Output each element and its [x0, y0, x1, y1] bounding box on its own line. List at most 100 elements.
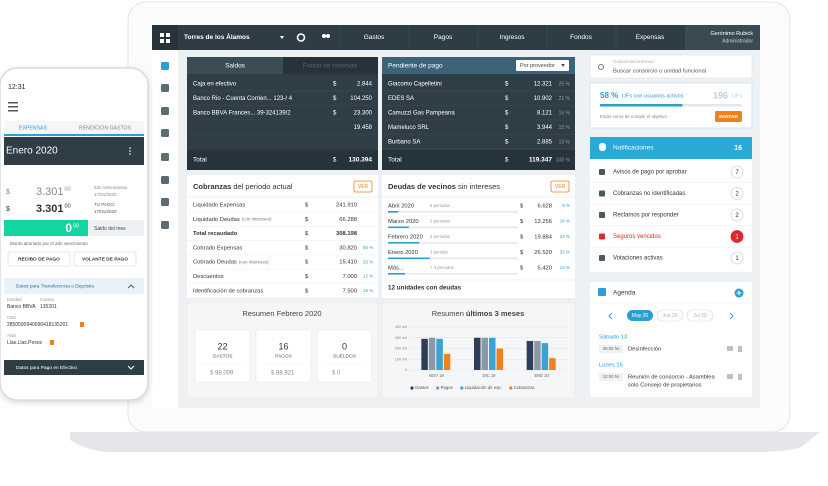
- pct: 8 %: [562, 203, 570, 208]
- item-icon: [599, 169, 605, 175]
- month-pill[interactable]: [656, 309, 684, 322]
- uf-hint: Estás cerca de cumplir el objetivo: [600, 114, 668, 119]
- periods: 3 periodos: [430, 234, 450, 239]
- tab[interactable]: [283, 57, 378, 74]
- search-box[interactable]: [589, 54, 753, 79]
- amount: 2.885: [537, 140, 553, 146]
- label: 17/01/2020: [94, 192, 117, 197]
- building-select[interactable]: Torres de los Álamos: [184, 32, 250, 41]
- chevron: [127, 365, 135, 370]
- panel-title: Notificaciones: [613, 145, 654, 152]
- notification-label[interactable]: Seguros vencidos: [613, 234, 661, 240]
- label: $: [520, 250, 524, 256]
- month-label[interactable]: May 20: [632, 313, 649, 319]
- button-label[interactable]: VER: [358, 184, 369, 190]
- label: 2do Vencimiento: [94, 185, 128, 190]
- button-label[interactable]: VOLANTE DE PAGO: [82, 256, 128, 262]
- bell-icon: [599, 143, 606, 151]
- periods: 5 periodos: [430, 203, 450, 208]
- user-box[interactable]: [685, 25, 760, 50]
- phone-button[interactable]: [7, 251, 71, 267]
- bar: [549, 358, 556, 370]
- notification-label[interactable]: Avisos de pago por aprobar: [613, 170, 687, 176]
- tab-label[interactable]: Fondo de reservas: [303, 63, 358, 70]
- phone-button[interactable]: [73, 251, 137, 267]
- nav-item[interactable]: Ingresos: [500, 34, 526, 41]
- bar: [541, 343, 549, 370]
- filter-select[interactable]: [516, 60, 569, 71]
- tab-label[interactable]: Saldos: [225, 63, 246, 70]
- y-tick-label: 300 mil: [395, 336, 407, 340]
- amount: 3.944: [537, 125, 553, 131]
- uf-text: UFs con usuarios activos: [622, 93, 684, 99]
- amount: 5.420: [537, 266, 552, 272]
- periods: + 4 periodos: [430, 265, 454, 270]
- sidebar-icon[interactable]: [161, 221, 169, 229]
- sidebar-icon[interactable]: [161, 176, 169, 184]
- tab-label[interactable]: EXPENSAS: [19, 125, 48, 131]
- legend-swatch: [509, 386, 513, 390]
- event-icon: [738, 374, 742, 380]
- sidebar-icon[interactable]: [161, 107, 169, 115]
- nav-item[interactable]: Fondos: [570, 34, 592, 41]
- prev-arrow: [608, 312, 613, 320]
- sidebar-icon[interactable]: [161, 198, 169, 206]
- event-icon: [727, 374, 733, 379]
- count: 16: [734, 145, 742, 152]
- notification-label[interactable]: Reclamos por responder: [613, 213, 679, 219]
- menu-button[interactable]: [152, 25, 178, 50]
- label: Total recaudado: [193, 231, 238, 237]
- nav-item[interactable]: Gastos: [364, 34, 385, 41]
- label: Giacomo Capelletini: [388, 82, 442, 88]
- progress-bar: [388, 242, 420, 244]
- month-pill[interactable]: [686, 309, 714, 322]
- label: $: [333, 158, 337, 164]
- tab-underline: [4, 134, 74, 136]
- invite-button[interactable]: [715, 111, 742, 122]
- sidebar-icon[interactable]: [161, 62, 169, 70]
- chevron: [127, 284, 135, 289]
- button-label[interactable]: RECIBO DE PAGO: [18, 256, 60, 262]
- icon: [129, 150, 131, 152]
- panel-title: Agenda: [613, 290, 636, 297]
- event-day: Sábado 13: [599, 335, 627, 341]
- x-tick-label: ENE 20: [534, 373, 549, 378]
- footer: 12 unidades con deudas: [388, 285, 462, 292]
- nav-item[interactable]: Pagos: [434, 34, 453, 41]
- notification-label[interactable]: Votaciones activas: [613, 256, 663, 262]
- tab-label[interactable]: RENDICIÓN GASTOS: [79, 124, 132, 131]
- section-title[interactable]: Datos para Transferencia o Depósito: [16, 283, 94, 289]
- title-rest: sin intereses: [458, 182, 500, 191]
- event-title: solo Consejo de propietarios: [628, 383, 702, 389]
- filter-label[interactable]: Por proveedor: [520, 63, 555, 69]
- notification-label[interactable]: Cobranzas no identificadas: [613, 191, 685, 197]
- button-label[interactable]: VER: [555, 184, 566, 190]
- icon: [129, 153, 131, 155]
- sidebar-icon[interactable]: [161, 129, 169, 137]
- search-input[interactable]: Buscar consorcio o unidad funcional: [613, 69, 706, 75]
- event-day: Lunes 15: [599, 363, 623, 369]
- label: $: [305, 217, 309, 223]
- sidebar-icon[interactable]: [161, 84, 169, 92]
- label: $: [520, 266, 524, 272]
- month-pill[interactable]: [627, 310, 653, 321]
- button-label[interactable]: INVITAR: [719, 114, 738, 120]
- month-label[interactable]: Jul 20: [693, 313, 707, 319]
- label: Liquidado Expensas: [193, 203, 245, 209]
- uf-goal: 196: [713, 90, 728, 100]
- sidebar-icon[interactable]: [161, 153, 169, 161]
- nav-item[interactable]: Expensas: [636, 34, 665, 41]
- ver-button[interactable]: [353, 180, 373, 193]
- label: $: [333, 82, 337, 88]
- tab[interactable]: [187, 57, 283, 74]
- box: [166, 33, 170, 37]
- balance-label: Saldo del mes: [94, 226, 126, 232]
- ver-button[interactable]: [550, 180, 570, 193]
- field-label: Entidad: [7, 297, 22, 302]
- card-label: PAGOS: [275, 353, 292, 359]
- caret: [561, 64, 565, 67]
- month-label[interactable]: Jun 20: [662, 313, 677, 319]
- section-header: [4, 278, 144, 294]
- label: $: [333, 111, 337, 117]
- section-title[interactable]: Datos para Pago en Efectivo: [16, 365, 77, 371]
